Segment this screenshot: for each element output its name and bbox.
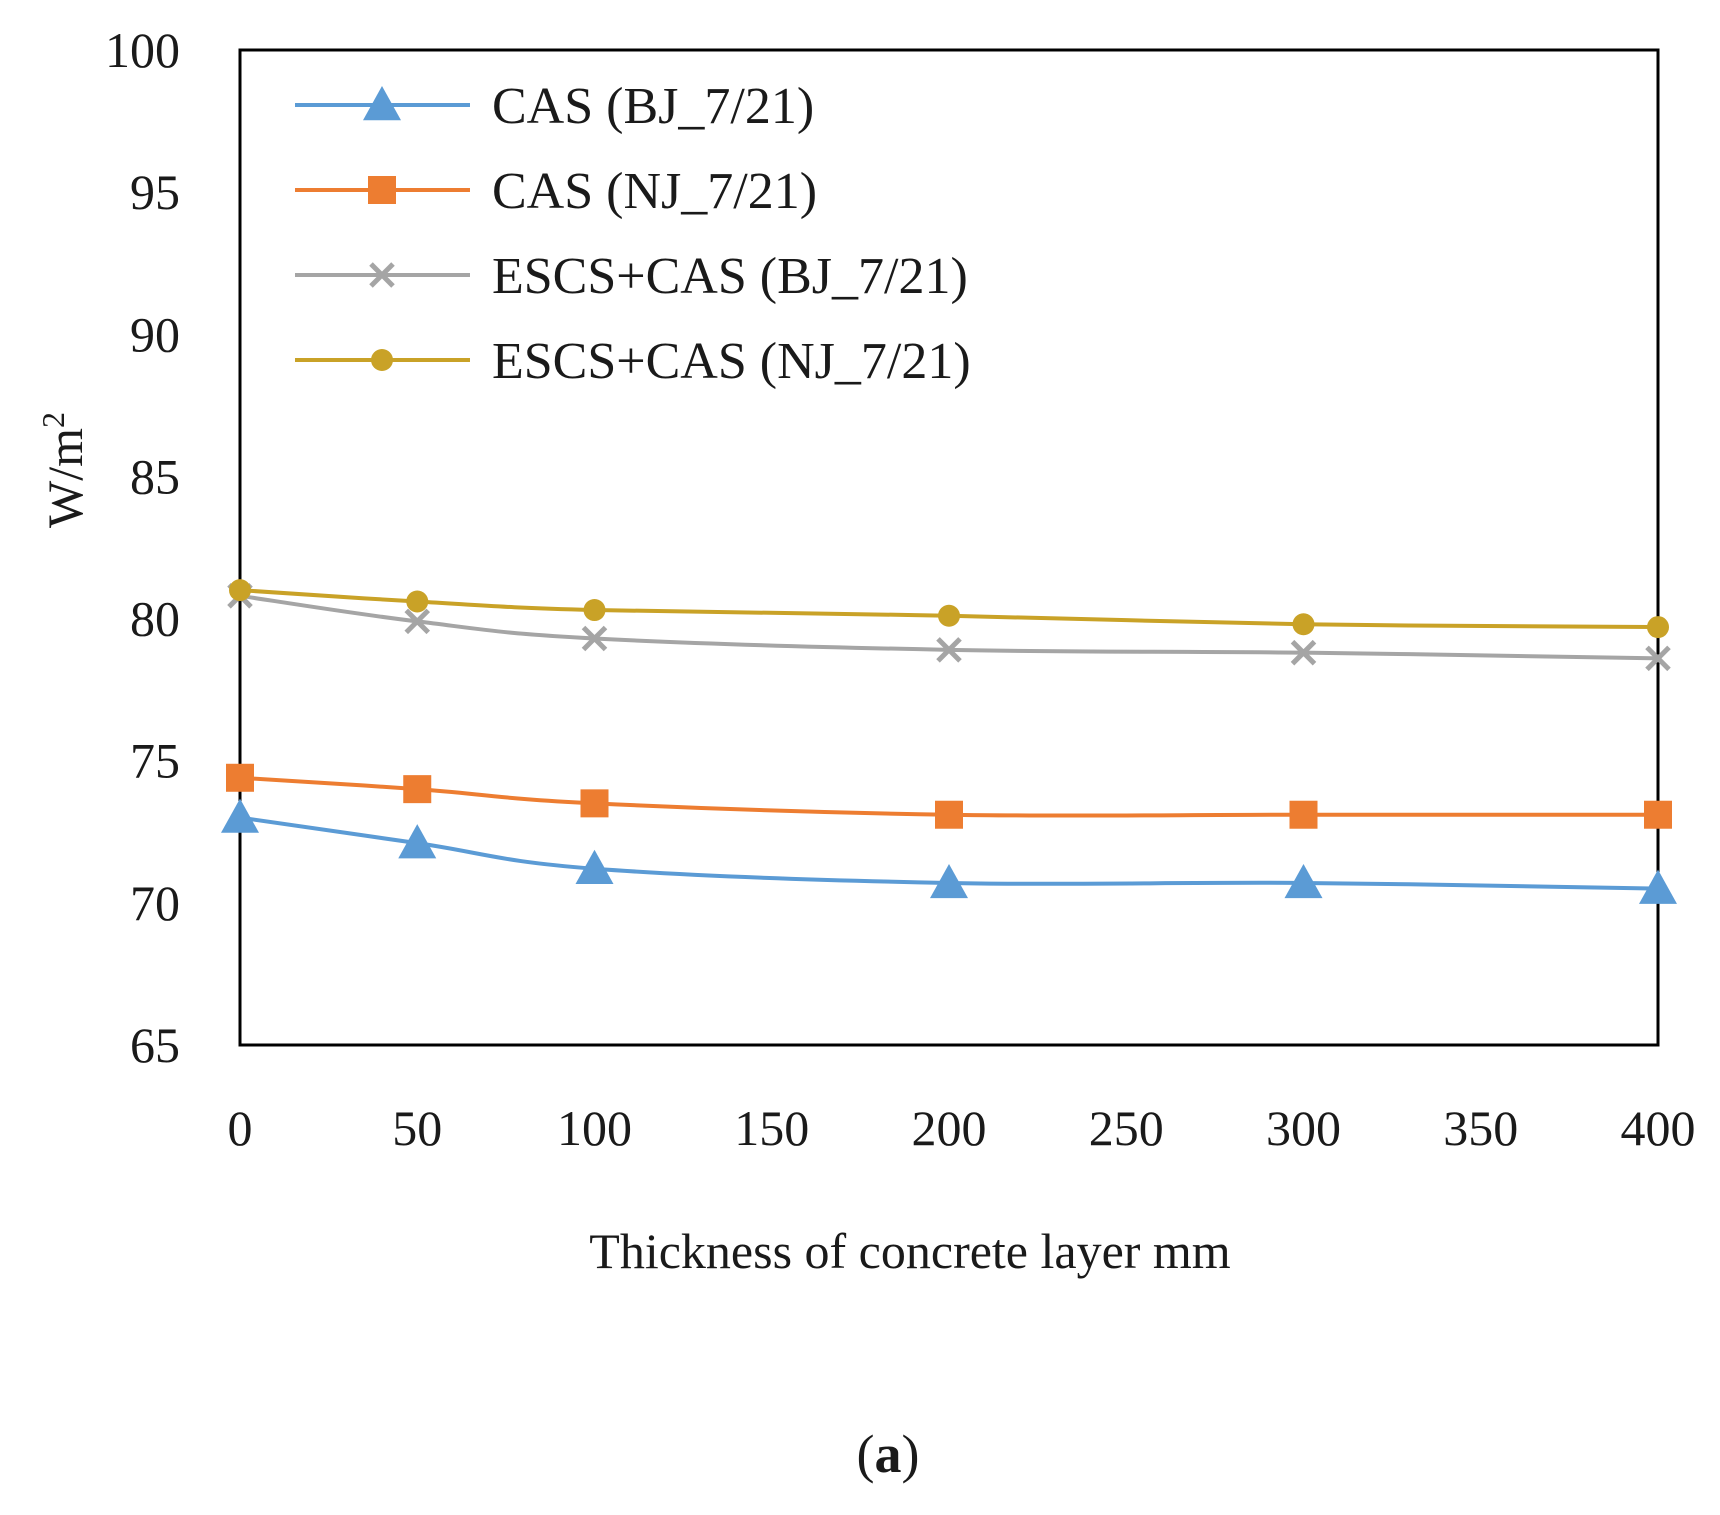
y-tick-label-100: 100 <box>105 22 180 78</box>
caption-open: ( <box>857 1424 875 1484</box>
x-axis-title: Thickness of concrete layer mm <box>589 1223 1231 1279</box>
legend-label-4: ESCS+CAS (NJ_7/21) <box>492 333 971 390</box>
series-3-point-400 <box>1645 645 1671 672</box>
legend-marker-1 <box>363 86 401 121</box>
series-1-point-200 <box>930 863 968 899</box>
series-1-point-100 <box>575 849 614 884</box>
series-2 <box>226 763 1672 829</box>
y-tick-label-95: 95 <box>130 164 180 220</box>
legend-marker-3 <box>369 262 395 288</box>
legend-label-3: ESCS+CAS (BJ_7/21) <box>492 248 968 305</box>
y-tick-label-65: 65 <box>130 1017 180 1073</box>
series-3-point-300 <box>1290 639 1317 666</box>
y-axis-title-superscript: 2 <box>35 412 71 428</box>
x-tick-label-150: 150 <box>734 1100 809 1156</box>
series-2-point-0 <box>226 763 254 792</box>
series-4-point-400 <box>1647 616 1669 639</box>
x-tick-label-300: 300 <box>1266 1100 1341 1156</box>
figure-caption: (a) <box>857 1424 920 1484</box>
x-tick-label-100: 100 <box>557 1100 632 1156</box>
y-tick-label-80: 80 <box>130 591 180 647</box>
series-3-point-100 <box>581 625 608 652</box>
legend-item-4: ESCS+CAS (NJ_7/21) <box>295 333 971 390</box>
y-tick-label-85: 85 <box>130 448 180 504</box>
series-1-point-300 <box>1284 863 1323 899</box>
series-3-point-200 <box>936 637 962 663</box>
legend: CAS (BJ_7/21) CAS (NJ_7/21) ESCS+CAS (BJ_7… <box>295 78 971 390</box>
y-tick-label-90: 90 <box>130 306 180 362</box>
x-tick-label-250: 250 <box>1089 1100 1164 1156</box>
y-axis-title-base: W/m <box>37 428 93 528</box>
x-tick-label-50: 50 <box>392 1100 442 1156</box>
series-4-point-200 <box>938 604 960 627</box>
legend-label-2: CAS (NJ_7/21) <box>492 163 817 220</box>
legend-label-1: CAS (BJ_7/21) <box>492 78 814 135</box>
legend-item-2: CAS (NJ_7/21) <box>295 163 817 220</box>
x-tick-label-350: 350 <box>1443 1100 1518 1156</box>
series-4-point-0 <box>229 579 251 602</box>
series-4-point-300 <box>1292 613 1315 636</box>
y-tick-label-70: 70 <box>130 875 180 931</box>
legend-item-1: CAS (BJ_7/21) <box>295 78 814 135</box>
series-1-point-0 <box>221 798 259 833</box>
series-3 <box>227 583 1671 672</box>
x-tick-label-0: 0 <box>228 1100 253 1156</box>
series-1-point-400 <box>1639 869 1677 904</box>
series-2-point-300 <box>1289 800 1318 829</box>
series-group <box>221 579 1677 904</box>
x-tick-label-400: 400 <box>1621 1100 1696 1156</box>
series-4-point-50 <box>406 590 429 613</box>
series-1-point-50 <box>398 824 437 859</box>
series-2-point-200 <box>935 800 963 829</box>
caption-close: ) <box>902 1424 920 1484</box>
legend-marker-2 <box>368 176 396 204</box>
legend-item-3: ESCS+CAS (BJ_7/21) <box>295 248 968 305</box>
x-tick-labels: 0 50 100 150 200 250 300 350 400 <box>228 1100 1696 1156</box>
series-1 <box>221 798 1677 904</box>
series-4-point-100 <box>583 599 606 622</box>
series-2-point-50 <box>403 775 432 804</box>
series-3-point-50 <box>404 608 431 635</box>
caption-letter: a <box>875 1424 902 1484</box>
y-tick-label-75: 75 <box>130 733 180 789</box>
y-axis-title: W/m2 <box>35 412 93 528</box>
legend-marker-4 <box>371 349 393 371</box>
series-2-point-100 <box>580 789 609 818</box>
series-2-point-400 <box>1644 800 1672 829</box>
x-tick-label-200: 200 <box>912 1100 987 1156</box>
y-tick-labels: 65 70 75 80 85 90 95 100 <box>105 22 180 1073</box>
plot-frame <box>238 48 1660 1047</box>
series-4 <box>229 579 1669 639</box>
